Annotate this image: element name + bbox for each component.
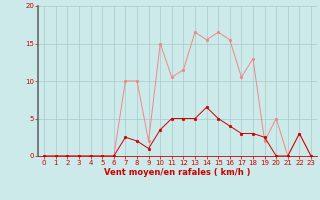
X-axis label: Vent moyen/en rafales ( km/h ): Vent moyen/en rafales ( km/h ) <box>104 168 251 177</box>
